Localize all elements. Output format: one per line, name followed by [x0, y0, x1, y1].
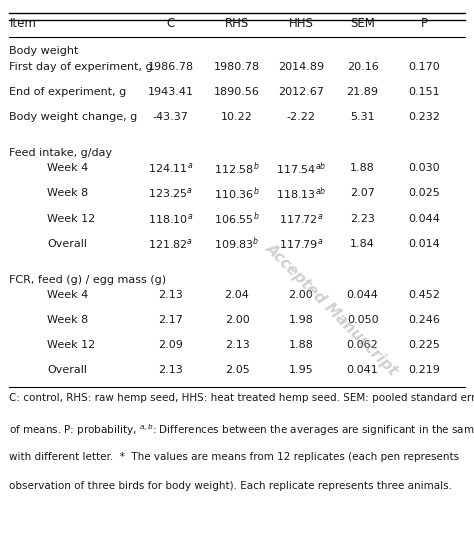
Text: 2012.67: 2012.67 — [278, 87, 324, 96]
Text: 0.041: 0.041 — [347, 366, 378, 375]
Text: 110.36$^{b}$: 110.36$^{b}$ — [214, 185, 260, 202]
Text: C: C — [166, 18, 175, 30]
Text: 0.050: 0.050 — [347, 316, 378, 325]
Text: 0.062: 0.062 — [347, 341, 378, 350]
Text: 1.88: 1.88 — [289, 341, 313, 350]
Text: observation of three birds for body weight). Each replicate represents three ani: observation of three birds for body weig… — [9, 481, 453, 491]
Text: 2.00: 2.00 — [225, 316, 249, 325]
Text: 0.219: 0.219 — [408, 366, 440, 375]
Text: 0.044: 0.044 — [346, 290, 379, 300]
Text: Overall: Overall — [47, 239, 87, 248]
Text: 2.05: 2.05 — [225, 366, 249, 375]
Text: Item: Item — [9, 18, 36, 30]
Text: 124.11$^{a}$: 124.11$^{a}$ — [148, 161, 193, 175]
Text: First day of experiment, g: First day of experiment, g — [9, 62, 153, 71]
Text: Week 8: Week 8 — [47, 316, 89, 325]
Text: 0.225: 0.225 — [408, 341, 440, 350]
Text: Week 4: Week 4 — [47, 164, 89, 173]
Text: 1943.41: 1943.41 — [147, 87, 194, 96]
Text: Feed intake, g/day: Feed intake, g/day — [9, 148, 113, 158]
Text: 1.98: 1.98 — [289, 316, 313, 325]
Text: RHS: RHS — [225, 18, 249, 30]
Text: End of experiment, g: End of experiment, g — [9, 87, 127, 96]
Text: 109.83$^{b}$: 109.83$^{b}$ — [214, 235, 260, 252]
Text: 5.31: 5.31 — [350, 112, 375, 122]
Text: 1986.78: 1986.78 — [147, 62, 194, 71]
Text: P: P — [421, 18, 428, 30]
Text: Week 12: Week 12 — [47, 214, 96, 223]
Text: 20.16: 20.16 — [347, 62, 378, 71]
Text: 10.22: 10.22 — [221, 112, 253, 122]
Text: -43.37: -43.37 — [153, 112, 189, 122]
Text: FCR, feed (g) / egg mass (g): FCR, feed (g) / egg mass (g) — [9, 275, 166, 285]
Text: 0.170: 0.170 — [409, 62, 440, 71]
Text: 106.55$^{b}$: 106.55$^{b}$ — [214, 210, 260, 227]
Text: 117.79$^{a}$: 117.79$^{a}$ — [279, 237, 323, 251]
Text: 2.23: 2.23 — [350, 214, 375, 223]
Text: 2.04: 2.04 — [225, 290, 249, 300]
Text: 121.82$^{a}$: 121.82$^{a}$ — [148, 237, 193, 251]
Text: Overall: Overall — [47, 366, 87, 375]
Text: with different letter.  *  The values are means from 12 replicates (each pen rep: with different letter. * The values are … — [9, 452, 460, 462]
Text: 117.54$^{ab}$: 117.54$^{ab}$ — [276, 160, 326, 177]
Text: 1.88: 1.88 — [350, 164, 375, 173]
Text: 2014.89: 2014.89 — [278, 62, 324, 71]
Text: 2.00: 2.00 — [289, 290, 313, 300]
Text: 0.030: 0.030 — [409, 164, 440, 173]
Text: 1.95: 1.95 — [289, 366, 313, 375]
Text: Week 4: Week 4 — [47, 290, 89, 300]
Text: Accepted Manuscript: Accepted Manuscript — [263, 240, 401, 378]
Text: SEM: SEM — [350, 18, 375, 30]
Text: Week 8: Week 8 — [47, 189, 89, 198]
Text: Body weight: Body weight — [9, 46, 79, 56]
Text: 0.232: 0.232 — [408, 112, 440, 122]
Text: 0.452: 0.452 — [408, 290, 440, 300]
Text: 117.72$^{a}$: 117.72$^{a}$ — [279, 212, 323, 225]
Text: 0.044: 0.044 — [408, 214, 440, 223]
Text: 0.014: 0.014 — [409, 239, 440, 248]
Text: 0.025: 0.025 — [409, 189, 440, 198]
Text: 2.09: 2.09 — [158, 341, 183, 350]
Text: 21.89: 21.89 — [346, 87, 379, 96]
Text: Body weight change, g: Body weight change, g — [9, 112, 138, 122]
Text: 2.07: 2.07 — [350, 189, 375, 198]
Text: 118.10$^{a}$: 118.10$^{a}$ — [148, 212, 193, 225]
Text: Week 12: Week 12 — [47, 341, 96, 350]
Text: of means. P: probability, $^{a, b}$: Differences between the averages are signif: of means. P: probability, $^{a, b}$: Dif… — [9, 423, 474, 438]
Text: -2.22: -2.22 — [286, 112, 316, 122]
Text: 123.25$^{a}$: 123.25$^{a}$ — [148, 187, 193, 200]
Text: 0.151: 0.151 — [409, 87, 440, 96]
Text: 2.13: 2.13 — [158, 366, 183, 375]
Text: C: control, RHS: raw hemp seed, HHS: heat treated hemp seed. SEM: pooled standar: C: control, RHS: raw hemp seed, HHS: hea… — [9, 393, 474, 403]
Text: 2.13: 2.13 — [225, 341, 249, 350]
Text: 2.17: 2.17 — [158, 316, 183, 325]
Text: HHS: HHS — [289, 18, 313, 30]
Text: 118.13$^{ab}$: 118.13$^{ab}$ — [276, 185, 326, 202]
Text: 1.84: 1.84 — [350, 239, 375, 248]
Text: 1890.56: 1890.56 — [214, 87, 260, 96]
Text: 0.246: 0.246 — [408, 316, 440, 325]
Text: 2.13: 2.13 — [158, 290, 183, 300]
Text: 112.58$^{b}$: 112.58$^{b}$ — [214, 160, 260, 177]
Text: 1980.78: 1980.78 — [214, 62, 260, 71]
